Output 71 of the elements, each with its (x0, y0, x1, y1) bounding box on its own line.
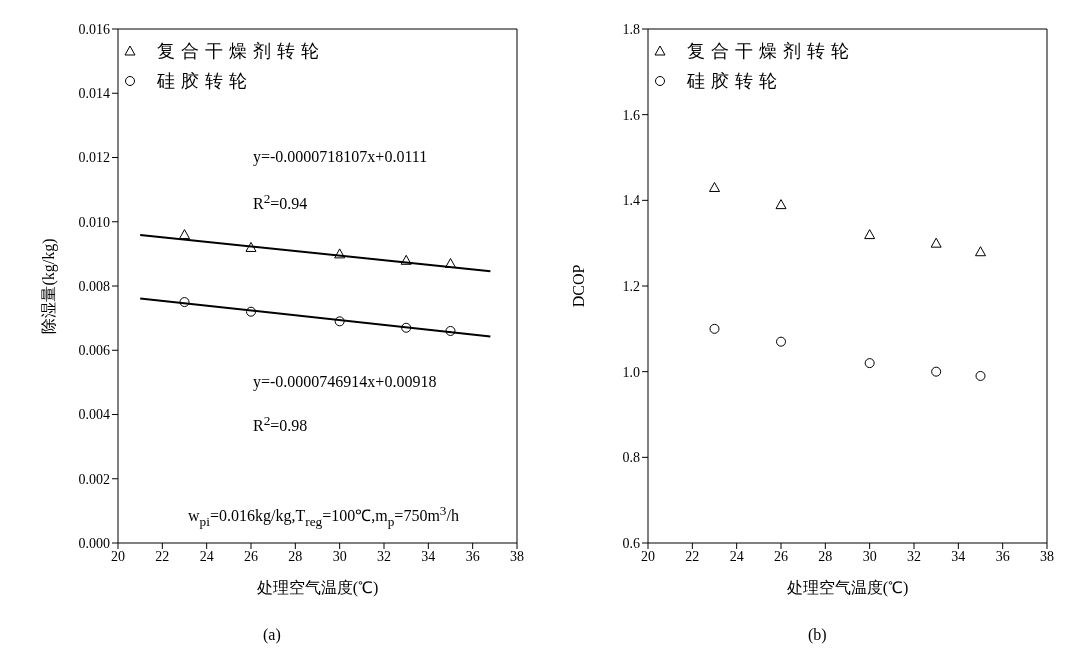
x-tick-label: 28 (818, 548, 833, 564)
x-tick-label: 38 (1040, 548, 1054, 564)
text: (b) (808, 626, 827, 644)
y-tick-label: 0.012 (78, 150, 110, 166)
x-tick-label: 28 (288, 548, 303, 564)
x-tick-label: 22 (685, 548, 700, 564)
point (930, 237, 942, 248)
x-tick-label: 26 (244, 548, 258, 564)
x-tick-label: 20 (641, 548, 655, 564)
annotation: y=-0.0000746914x+0.00918 (253, 373, 437, 391)
x-tick-label: 22 (155, 548, 170, 564)
point (776, 336, 786, 347)
y-axis-title: DCOP (569, 264, 587, 308)
y-tick-label: 1.0 (622, 364, 640, 380)
point (246, 306, 256, 317)
x-axis-title: 处理空气温度(℃) (256, 579, 379, 597)
y-tick-label: 0.000 (78, 535, 110, 551)
x-tick-label: 26 (774, 548, 788, 564)
point (334, 248, 346, 259)
text: w$_{pi}$=0.016kg/kg,T$_{reg}$=100℃,m$_{p}$=750m$^{3}$/h (188, 503, 459, 529)
point (709, 181, 720, 192)
point (245, 241, 257, 252)
x-tick-label: 30 (332, 548, 347, 564)
x-tick-label: 30 (862, 548, 877, 564)
annotation: y=-0.0000718107x+0.0111 (253, 148, 428, 166)
point (179, 229, 190, 240)
text: (a) (263, 626, 281, 644)
x-tick-label: 20 (111, 548, 125, 564)
point (775, 199, 787, 210)
point (401, 322, 412, 333)
y-tick-label: 1.2 (622, 278, 640, 294)
y-tick-label: 0.8 (622, 450, 640, 466)
x-tick-label: 34 (421, 548, 436, 564)
x-tick-label: 36 (465, 548, 480, 564)
x-tick-label: 24 (199, 548, 214, 564)
x-tick-label: 36 (995, 548, 1010, 564)
y-tick-label: 0.010 (78, 214, 110, 230)
point (445, 325, 456, 336)
annotation: R$^{2}$=0.98 (253, 413, 308, 436)
y-tick-label: 0.008 (78, 278, 110, 294)
y-tick-label: 1.8 (622, 21, 640, 37)
y-tick-label: 0.006 (78, 343, 110, 359)
y-tick-label: 1.4 (622, 193, 640, 209)
y-tick-label: 0.6 (622, 535, 640, 551)
point (334, 316, 345, 327)
legend-label: 复合干燥剂转轮 (687, 40, 855, 63)
x-tick-label: 38 (510, 548, 524, 564)
point (400, 254, 412, 265)
y-tick-label: 0.014 (78, 86, 110, 102)
point (975, 246, 986, 257)
x-tick-label: 24 (729, 548, 744, 564)
y-tick-label: 0.016 (78, 21, 110, 37)
point (864, 358, 875, 369)
legend-label: 硅胶转轮 (687, 70, 783, 93)
y-axis-title: 除湿量(kg/kg) (39, 238, 58, 334)
y-tick-label: 0.002 (78, 471, 110, 487)
legend-label: 复合干燥剂转轮 (157, 40, 325, 63)
x-tick-label: 34 (951, 548, 966, 564)
x-tick-label: 32 (907, 548, 921, 564)
point (445, 258, 456, 269)
point (709, 323, 720, 334)
point (179, 297, 190, 308)
x-tick-label: 32 (377, 548, 391, 564)
annotation: R$^{2}$=0.94 (253, 191, 308, 214)
y-tick-label: 0.004 (78, 407, 110, 423)
point (975, 370, 986, 381)
point (931, 366, 942, 377)
point (864, 229, 876, 240)
legend-label: 硅胶转轮 (157, 70, 253, 93)
y-tick-label: 1.6 (622, 107, 640, 123)
x-axis-title: 处理空气温度(℃) (786, 579, 909, 597)
